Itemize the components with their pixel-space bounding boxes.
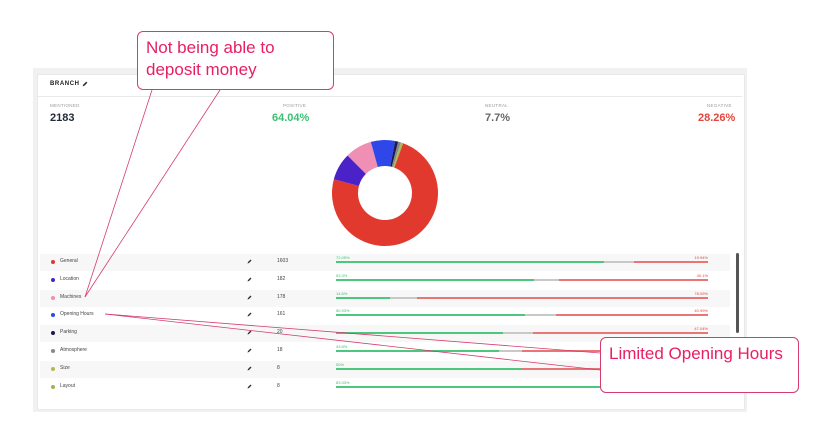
neutral-segment <box>498 350 522 352</box>
sentiment-bar <box>336 332 708 335</box>
positive-percent: 53.3% <box>336 272 348 278</box>
topic-count: 182 <box>277 275 286 282</box>
topic-count: 178 <box>277 293 286 300</box>
topic-color-dot <box>51 366 55 371</box>
pencil-icon[interactable] <box>247 312 252 317</box>
neutral-label: NEUTRAL <box>485 103 509 108</box>
negative-percent: 19.94% <box>694 255 708 260</box>
positive-percent: 83.33% <box>336 379 350 385</box>
donut-slice-machines <box>347 141 378 174</box>
topic-count: 18 <box>277 347 283 353</box>
pencil-icon[interactable] <box>247 384 252 389</box>
sentiment-bar <box>336 261 708 263</box>
negative-percent: 40.1% <box>696 272 708 278</box>
topic-count: 8 <box>277 382 280 389</box>
topic-label: Layout <box>60 382 76 389</box>
neutral-segment <box>503 332 533 335</box>
sentiment-bar <box>336 296 708 299</box>
topic-color-dot <box>51 260 55 264</box>
negative-segment <box>417 296 708 299</box>
negative-segment <box>533 332 708 335</box>
neutral-value: 7.7% <box>485 112 511 124</box>
pencil-icon[interactable] <box>247 348 252 353</box>
topic-count: 161 <box>277 311 286 318</box>
topic-donut-chart <box>332 140 438 246</box>
topic-label: Atmosphere <box>60 347 87 353</box>
negative-segment <box>555 314 708 317</box>
panel-title: BRANCH <box>50 81 80 87</box>
topic-color-dot <box>51 331 55 336</box>
pencil-icon[interactable] <box>247 277 252 282</box>
negative-segment <box>558 278 708 281</box>
topic-label: General <box>60 258 78 264</box>
neutral-segment <box>525 314 556 317</box>
positive-percent: 72.05% <box>336 255 350 260</box>
positive-segment <box>336 367 522 370</box>
divider <box>38 96 742 97</box>
topic-row-general[interactable]: General 1603 72.05% 19.94% <box>40 254 730 271</box>
negative-label: NEGATIVE <box>707 103 732 108</box>
topic-color-dot <box>51 349 55 353</box>
negative-percent: 47.04% <box>694 326 708 332</box>
topic-color-dot <box>51 313 55 318</box>
callout-deposit-money: Not being able to deposit money <box>137 31 334 90</box>
sentiment-bar <box>336 314 708 317</box>
donut-slice-opening-hours <box>370 140 396 167</box>
neutral-segment <box>534 278 559 281</box>
donut-slice-general <box>332 143 438 246</box>
topic-label: Parking <box>60 329 77 336</box>
donut-slice-layout <box>393 142 404 168</box>
pencil-icon[interactable] <box>247 366 252 371</box>
positive-label: POSITIVE <box>283 103 307 108</box>
positive-percent: 14.6% <box>336 290 348 296</box>
positive-segment <box>336 261 605 263</box>
donut-slice-atmosphere <box>391 141 401 168</box>
positive-value: 64.04% <box>272 112 310 124</box>
positive-segment <box>336 314 526 317</box>
positive-segment <box>336 278 535 281</box>
topic-count: 1603 <box>277 258 289 264</box>
topic-row-location[interactable]: Location 182 53.3% 40.1% <box>40 272 730 289</box>
topic-label: Opening Hours <box>60 311 94 318</box>
topic-label: Size <box>60 364 70 371</box>
positive-segment <box>336 296 391 299</box>
positive-segment <box>336 350 499 352</box>
negative-value: 28.26% <box>698 112 736 124</box>
scrollbar[interactable] <box>736 253 739 333</box>
topic-color-dot <box>51 384 55 389</box>
callout-opening-hours: Limited Opening Hours <box>600 337 799 393</box>
donut-slice-location <box>333 155 366 187</box>
positive-percent: 43.8% <box>336 344 348 349</box>
donut-slice-size <box>393 142 403 168</box>
negative-percent: 40.99% <box>694 308 708 314</box>
sentiment-bar <box>336 278 708 281</box>
topic-count: 8 <box>277 364 280 371</box>
pencil-icon[interactable] <box>82 81 88 87</box>
positive-percent: 50% <box>336 361 345 367</box>
neutral-segment <box>390 296 418 299</box>
topic-count: 20 <box>277 329 283 336</box>
positive-segment <box>336 332 504 335</box>
negative-segment <box>633 261 708 263</box>
donut-slice-parking <box>390 140 399 167</box>
topic-color-dot <box>51 295 55 300</box>
topic-row-machines[interactable]: Machines 178 14.6% 78.09% <box>40 289 730 307</box>
pencil-icon[interactable] <box>247 330 252 335</box>
mentioned-value: 2183 <box>50 112 75 124</box>
neutral-segment <box>604 261 634 263</box>
pencil-icon[interactable] <box>247 259 252 264</box>
mentioned-label: MENTIONED <box>50 103 80 108</box>
topic-color-dot <box>51 277 55 282</box>
topic-row-opening-hours[interactable]: Opening Hours 161 50.93% 40.99% <box>40 307 730 324</box>
positive-percent: 50.93% <box>336 308 350 314</box>
topic-label: Machines <box>60 293 82 300</box>
pencil-icon[interactable] <box>247 295 252 300</box>
topic-label: Location <box>60 275 79 282</box>
positive-segment <box>336 385 646 388</box>
negative-percent: 78.09% <box>694 290 708 296</box>
